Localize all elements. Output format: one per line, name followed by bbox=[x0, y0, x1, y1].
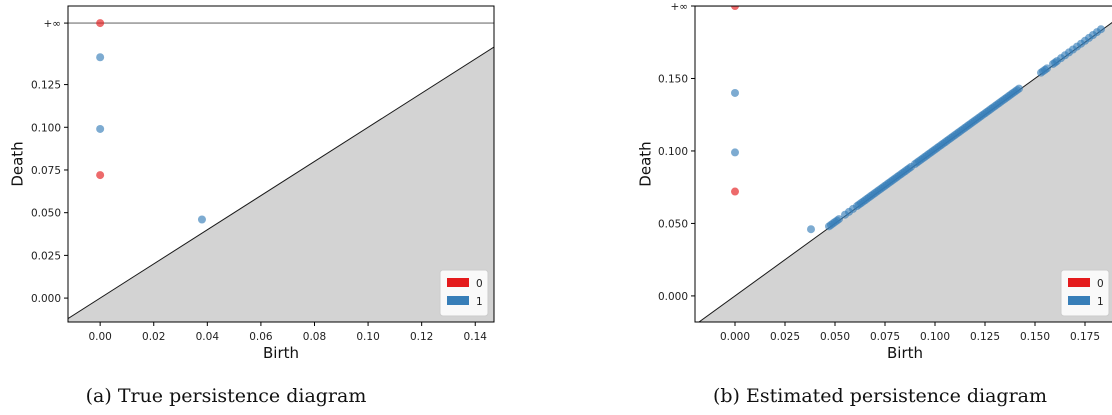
x-axis-label: Birth bbox=[887, 344, 923, 362]
point-dim-1 bbox=[1015, 84, 1023, 93]
figure-caption: (b) Estimated persistence diagram bbox=[713, 385, 1047, 407]
diagonal-line bbox=[68, 46, 494, 320]
point-dim-1 bbox=[96, 124, 105, 133]
y-tick-label: 0.050 bbox=[658, 218, 688, 230]
point-dim-0 bbox=[731, 6, 739, 10]
point-dim-1 bbox=[835, 215, 843, 224]
x-tick-label: 0.14 bbox=[464, 331, 488, 343]
infinity-tick-label: +∞ bbox=[43, 18, 61, 30]
axes-frame bbox=[694, 5, 1112, 323]
x-tick-label: 0.10 bbox=[356, 331, 379, 343]
x-tick-label: 0.00 bbox=[88, 331, 111, 343]
y-tick-label: 0.000 bbox=[658, 291, 688, 303]
x-tick-label: 0.175 bbox=[1070, 331, 1100, 343]
x-tick-label: 0.08 bbox=[303, 331, 326, 343]
x-tick-label: 0.075 bbox=[870, 331, 900, 343]
y-tick-label: 0.000 bbox=[31, 293, 61, 305]
x-tick-label: 0.125 bbox=[970, 331, 1000, 343]
x-tick-label: 0.02 bbox=[142, 331, 165, 343]
point-dim-1 bbox=[96, 53, 105, 62]
x-tick-label: 0.12 bbox=[410, 331, 433, 343]
point-dim-0 bbox=[731, 187, 739, 196]
point-dim-1 bbox=[1097, 25, 1105, 34]
below-diagonal-region bbox=[68, 46, 494, 322]
y-axis-label: Death bbox=[637, 141, 655, 186]
x-tick-label: 0.100 bbox=[920, 331, 950, 343]
legend-box bbox=[439, 269, 489, 317]
plot-area-a bbox=[68, 19, 494, 322]
x-tick-label: 0.06 bbox=[249, 331, 273, 343]
point-dim-1 bbox=[1043, 64, 1051, 73]
legend-label-1: 1 bbox=[476, 296, 483, 308]
legend-label-0: 0 bbox=[1097, 278, 1104, 290]
point-dim-1 bbox=[731, 88, 739, 97]
figure-caption: (a) True persistence diagram bbox=[86, 385, 367, 407]
chart-a: 0.00 0.02 0.04 0.06 0.08 0.10 0.12 0.14 0.000 0.0… bbox=[9, 5, 495, 407]
y-tick-label: 0.050 bbox=[31, 208, 61, 220]
point-dim-1 bbox=[197, 215, 206, 224]
y-tick-label: 0.125 bbox=[31, 80, 61, 92]
legend: 01 bbox=[439, 269, 489, 317]
y-tick-label: 0.100 bbox=[658, 146, 688, 158]
x-axis-label: Birth bbox=[263, 344, 299, 362]
y-axis-label: Death bbox=[9, 141, 27, 186]
legend-label-1: 1 bbox=[1097, 296, 1104, 308]
y-tick-label: 0.075 bbox=[31, 165, 61, 177]
point-dim-0 bbox=[96, 171, 105, 180]
x-tick-label: 0.150 bbox=[1020, 331, 1050, 343]
below-diagonal-region bbox=[695, 22, 1112, 322]
legend-swatch-0 bbox=[447, 278, 469, 287]
plot-area-b bbox=[695, 6, 1112, 322]
x-tick-label: 0.04 bbox=[196, 331, 220, 343]
chart-b: 0.000 0.025 0.050 0.075 0.100 0.125 0.150 0.175… bbox=[637, 1, 1112, 407]
point-dim-1 bbox=[807, 225, 815, 234]
legend-label-0: 0 bbox=[476, 278, 483, 290]
x-tick-label: 0.050 bbox=[820, 331, 850, 343]
y-tick-label: 0.150 bbox=[658, 73, 688, 85]
legend-swatch-1 bbox=[1068, 296, 1090, 305]
legend-box bbox=[1060, 269, 1110, 317]
infinity-tick-label: +∞ bbox=[670, 1, 688, 13]
legend: 01 bbox=[1060, 269, 1110, 317]
point-dim-1 bbox=[731, 148, 739, 157]
y-tick-label: 0.100 bbox=[31, 122, 61, 134]
legend-swatch-1 bbox=[447, 296, 469, 305]
point-dim-0 bbox=[96, 19, 105, 28]
y-tick-label: 0.025 bbox=[31, 250, 61, 262]
x-tick-label: 0.025 bbox=[770, 331, 800, 343]
legend-swatch-0 bbox=[1068, 278, 1090, 287]
axes-frame bbox=[67, 5, 495, 323]
x-tick-label: 0.000 bbox=[720, 331, 750, 343]
